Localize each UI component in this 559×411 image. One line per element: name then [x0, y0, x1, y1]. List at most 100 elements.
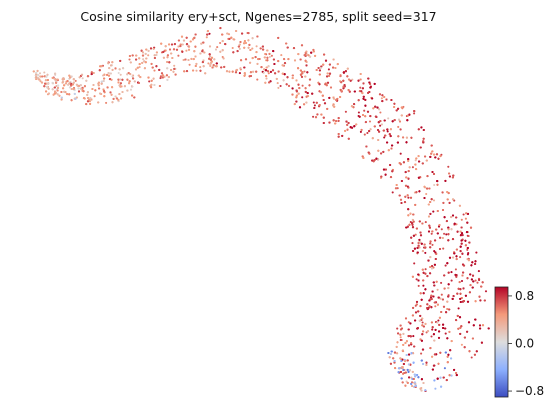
- scatter-point: [413, 373, 416, 376]
- scatter-point: [468, 241, 471, 244]
- scatter-point: [328, 74, 331, 77]
- scatter-point: [408, 223, 411, 226]
- scatter-point: [322, 63, 325, 66]
- scatter-point: [412, 335, 415, 338]
- scatter-point: [457, 287, 460, 290]
- scatter-point: [407, 344, 411, 347]
- scatter-point: [461, 274, 464, 277]
- scatter-point: [368, 120, 372, 123]
- scatter-point: [435, 252, 438, 255]
- scatter-point: [68, 82, 71, 85]
- scatter-point: [119, 59, 122, 62]
- scatter-point: [329, 86, 333, 89]
- scatter-point: [105, 101, 108, 104]
- scatter-point: [267, 72, 270, 75]
- scatter-point: [181, 50, 184, 53]
- scatter-point: [487, 327, 490, 330]
- scatter-point: [325, 84, 328, 87]
- scatter-point: [396, 141, 399, 144]
- scatter-point: [58, 94, 61, 97]
- scatter-point: [388, 133, 391, 136]
- scatter-point: [168, 43, 171, 46]
- scatter-point: [384, 168, 387, 171]
- scatter-point: [451, 238, 455, 241]
- scatter-point: [92, 83, 95, 87]
- scatter-point: [223, 65, 226, 68]
- scatter-point: [436, 232, 439, 235]
- scatter-point: [432, 210, 435, 213]
- scatter-point: [407, 158, 410, 161]
- scatter-point: [466, 246, 469, 250]
- scatter-point: [133, 96, 136, 99]
- scatter-point: [138, 63, 141, 66]
- scatter-point: [405, 380, 408, 383]
- scatter-point: [160, 42, 163, 45]
- scatter-point: [454, 268, 457, 271]
- scatter-point: [280, 54, 283, 57]
- scatter-point: [433, 284, 436, 287]
- scatter-point: [100, 82, 103, 85]
- scatter-point: [103, 95, 106, 98]
- scatter-point: [455, 255, 458, 258]
- scatter-point: [97, 84, 100, 87]
- scatter-point: [432, 172, 436, 176]
- scatter-point: [399, 357, 402, 360]
- scatter-point: [256, 78, 259, 81]
- scatter-point: [436, 377, 439, 380]
- scatter-point: [188, 45, 191, 48]
- scatter-point: [406, 359, 409, 362]
- scatter-point: [86, 100, 90, 103]
- scatter-point: [390, 350, 393, 353]
- scatter-point: [135, 58, 138, 61]
- scatter-point: [123, 85, 126, 88]
- scatter-point: [459, 326, 462, 329]
- scatter-point: [364, 98, 367, 101]
- scatter-point: [251, 37, 254, 40]
- scatter-point: [297, 67, 300, 70]
- scatter-point: [85, 79, 88, 82]
- scatter-point: [442, 201, 445, 204]
- scatter-point: [456, 292, 459, 295]
- scatter-point: [429, 347, 432, 350]
- scatter-point: [54, 72, 57, 75]
- scatter-point: [86, 91, 89, 94]
- scatter-point: [439, 155, 442, 158]
- scatter-point: [326, 72, 329, 75]
- scatter-point: [339, 95, 342, 99]
- scatter-point: [426, 275, 429, 278]
- scatter-point: [34, 74, 37, 77]
- scatter-point: [374, 105, 377, 108]
- scatter-point: [421, 321, 424, 324]
- scatter-point: [444, 264, 447, 267]
- scatter-point: [467, 259, 470, 262]
- scatter-point: [379, 124, 382, 127]
- scatter-point: [309, 55, 312, 58]
- scatter-point: [148, 80, 151, 83]
- scatter-point: [380, 97, 383, 100]
- scatter-point: [413, 247, 416, 250]
- scatter-point: [67, 83, 70, 86]
- scatter-point: [364, 104, 367, 107]
- scatter-point: [85, 103, 88, 106]
- scatter-point: [474, 300, 477, 303]
- scatter-point: [153, 83, 156, 87]
- scatter-point: [77, 84, 81, 87]
- scatter-point: [117, 78, 120, 81]
- scatter-point: [359, 130, 362, 133]
- scatter-point: [433, 183, 436, 187]
- scatter-point: [442, 305, 446, 308]
- scatter-point: [234, 71, 238, 74]
- scatter-point: [326, 75, 329, 78]
- scatter-point: [117, 71, 120, 75]
- scatter-point: [128, 54, 131, 58]
- scatter-point: [378, 130, 381, 133]
- scatter-point: [155, 53, 158, 57]
- scatter-point: [319, 91, 322, 94]
- scatter-point: [419, 338, 422, 341]
- scatter-point: [131, 75, 134, 78]
- scatter-point: [439, 236, 442, 239]
- scatter-point: [199, 69, 202, 72]
- scatter-point: [201, 50, 204, 53]
- scatter-point: [459, 250, 462, 253]
- scatter-point: [153, 69, 156, 72]
